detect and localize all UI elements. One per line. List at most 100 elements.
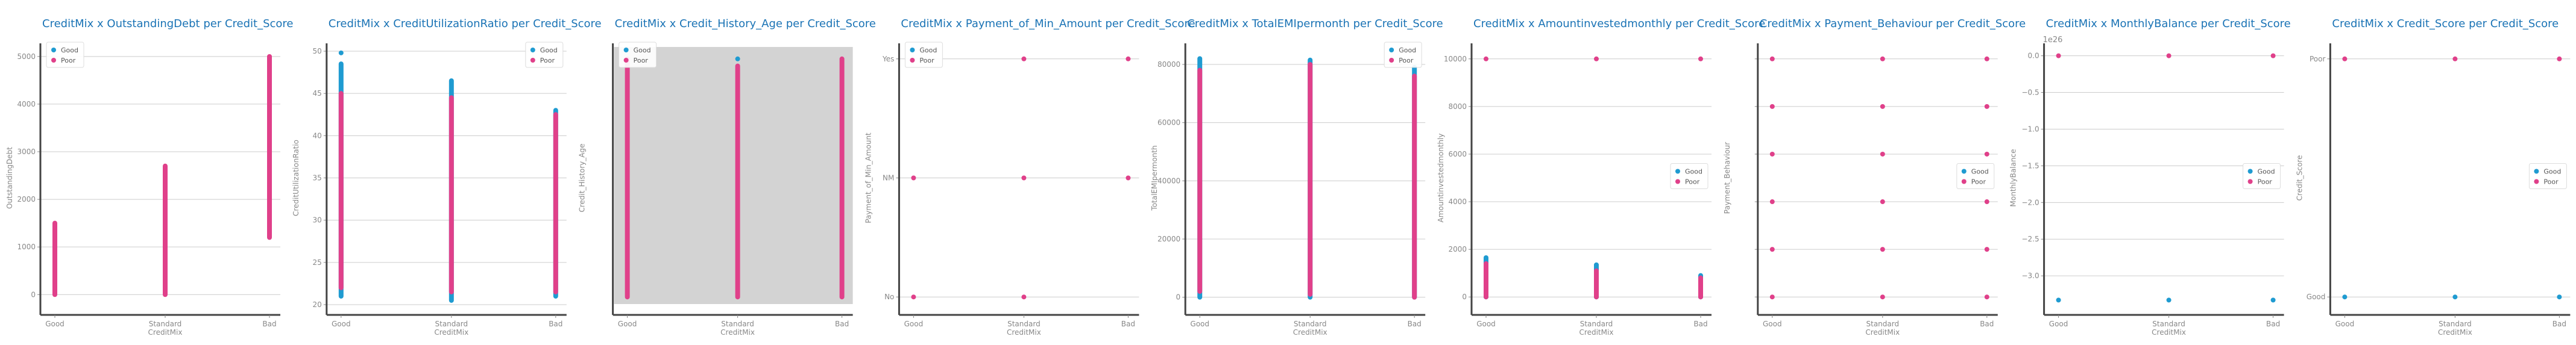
legend-label: Good bbox=[634, 46, 651, 54]
chart-3: CreditMix x Credit_History_Age per Credi… bbox=[578, 17, 876, 337]
x-axis-label: CreditMix bbox=[720, 328, 755, 337]
point-poor bbox=[1021, 56, 1027, 61]
legend-marker-poor bbox=[1961, 179, 1967, 184]
y-tick-label: 30 bbox=[313, 216, 322, 225]
x-tick-label: Good bbox=[2049, 320, 2068, 328]
x-tick-label: Good bbox=[904, 320, 924, 328]
x-tick-label: Standard bbox=[1580, 320, 1613, 328]
chart-7: CreditMix x Payment_Behaviour per Credit… bbox=[1723, 17, 2026, 337]
point-poor bbox=[1880, 104, 1885, 109]
legend: Good Poor bbox=[619, 42, 657, 68]
point-column-poor bbox=[338, 91, 344, 290]
point-poor bbox=[1984, 294, 1989, 300]
x-tick-label: Good bbox=[1763, 320, 1782, 328]
chart-title: CreditMix x MonthlyBalance per Credit_Sc… bbox=[2046, 17, 2291, 30]
y-tick-label: 20000 bbox=[1157, 235, 1180, 243]
point-poor bbox=[911, 175, 916, 181]
point-poor bbox=[1984, 151, 1989, 157]
legend-marker-poor bbox=[1675, 179, 1680, 184]
y-tick-label: 1000 bbox=[17, 243, 36, 251]
point-poor bbox=[1880, 247, 1885, 252]
y-tick-label: 45 bbox=[313, 89, 322, 98]
point-poor bbox=[1698, 56, 1703, 61]
point-column-poor bbox=[1594, 268, 1599, 300]
legend-label: Poor bbox=[634, 57, 649, 64]
point-column-poor bbox=[449, 95, 454, 294]
legend-label: Good bbox=[1399, 46, 1416, 54]
legend-marker-good bbox=[910, 48, 915, 52]
y-tick-label: 8000 bbox=[1448, 102, 1467, 111]
x-tick-label: Standard bbox=[435, 320, 468, 328]
y-tick-label: 5000 bbox=[17, 52, 36, 61]
point-column-poor bbox=[163, 163, 168, 297]
point-poor bbox=[1769, 151, 1775, 157]
y-axis-label: Amountinvestedmonthly bbox=[1437, 134, 1445, 223]
y-tick-label: Good bbox=[2307, 293, 2326, 301]
chart-8: CreditMix x MonthlyBalance per Credit_Sc… bbox=[2009, 17, 2291, 337]
y-tick-label: No bbox=[884, 293, 894, 301]
y-tick-label: Yes bbox=[882, 55, 894, 63]
y-tick-label: 10000 bbox=[1444, 55, 1467, 63]
point-poor bbox=[1769, 294, 1775, 300]
y-tick-label: 2000 bbox=[1448, 245, 1467, 253]
y-tick-label: Poor bbox=[2310, 55, 2325, 63]
y-tick-label: NM bbox=[883, 174, 894, 182]
point-good bbox=[2270, 297, 2276, 303]
chart-title: CreditMix x Amountinvestedmonthly per Cr… bbox=[1473, 17, 1765, 30]
point-poor bbox=[2452, 56, 2458, 61]
y-tick-label: −3.0 bbox=[2021, 272, 2039, 280]
axis-scale-note: 1e26 bbox=[2043, 36, 2063, 45]
y-tick-label: −2.0 bbox=[2021, 198, 2039, 207]
legend: Good Poor bbox=[525, 42, 564, 68]
point-poor bbox=[1880, 199, 1885, 205]
y-tick-label: −2.5 bbox=[2021, 235, 2039, 243]
x-tick-label: Standard bbox=[2152, 320, 2185, 328]
x-axis-label: CreditMix bbox=[148, 328, 183, 337]
point-poor bbox=[1769, 104, 1775, 109]
point-poor bbox=[2557, 56, 2562, 61]
y-tick-label: −0.5 bbox=[2021, 89, 2039, 97]
legend: Good Poor bbox=[1956, 163, 1995, 189]
point-poor bbox=[1984, 104, 1989, 109]
legend-marker-good bbox=[2534, 169, 2539, 174]
x-tick-label: Standard bbox=[1866, 320, 1900, 328]
legend-label: Poor bbox=[2543, 178, 2559, 186]
legend-label: Good bbox=[2543, 168, 2561, 176]
y-tick-label: 2000 bbox=[17, 195, 36, 204]
x-tick-label: Good bbox=[45, 320, 65, 328]
legend-marker-poor bbox=[910, 58, 915, 63]
legend-marker-good bbox=[1675, 169, 1680, 174]
point-column-poor bbox=[267, 54, 272, 240]
x-axis-label: CreditMix bbox=[1865, 328, 1900, 337]
y-tick-label: −1.5 bbox=[2021, 161, 2039, 170]
x-tick-label: Standard bbox=[149, 320, 182, 328]
x-axis-label: CreditMix bbox=[2152, 328, 2186, 337]
x-tick-label: Bad bbox=[835, 320, 849, 328]
x-tick-label: Bad bbox=[2552, 320, 2566, 328]
point-column-poor bbox=[625, 56, 630, 300]
legend-label: Poor bbox=[540, 57, 555, 64]
point-poor bbox=[1594, 56, 1599, 61]
y-axis-label: Payment_Behaviour bbox=[1723, 142, 1731, 214]
x-tick-label: Standard bbox=[1007, 320, 1041, 328]
chart-9: CreditMix x Credit_Score per Credit_Scor… bbox=[2295, 17, 2571, 337]
chart-1: CreditMix x OutstandingDebt per Credit_S… bbox=[5, 17, 294, 337]
chart-title: CreditMix x Payment_Behaviour per Credit… bbox=[1760, 17, 2026, 30]
point-column-poor bbox=[1308, 62, 1313, 297]
legend-label: Good bbox=[1971, 168, 1989, 176]
point-column-poor bbox=[52, 220, 57, 297]
point-column-poor bbox=[553, 112, 558, 294]
y-axis-label: OutstandingDebt bbox=[5, 147, 14, 209]
chart-6: CreditMix x Amountinvestedmonthly per Cr… bbox=[1437, 17, 1765, 337]
point-column-poor bbox=[1484, 261, 1488, 300]
y-axis-label: Payment_of_Min_Amount bbox=[864, 132, 872, 223]
chart-5: CreditMix x TotalEMIpermonth per Credit_… bbox=[1150, 17, 1443, 337]
point-poor bbox=[1984, 199, 1989, 205]
chart-4: CreditMix x Payment_of_Min_Amount per Cr… bbox=[864, 17, 1195, 337]
point-column-poor bbox=[839, 56, 845, 300]
legend-marker-poor bbox=[2534, 179, 2539, 184]
legend-label: Poor bbox=[2258, 178, 2273, 186]
y-axis-label: CreditUtilizationRatio bbox=[292, 140, 300, 216]
point-good bbox=[2342, 294, 2348, 300]
y-tick-label: 50 bbox=[313, 47, 322, 55]
